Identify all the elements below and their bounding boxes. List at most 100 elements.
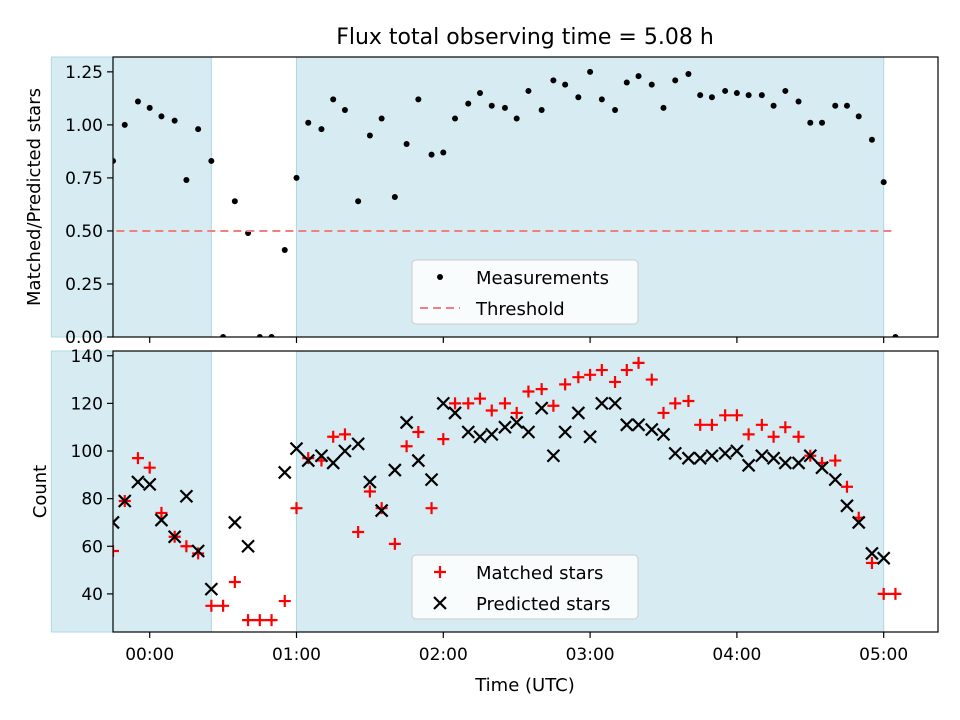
measurement-point [795,98,802,105]
chart-title: Flux total observing time = 5.08 h [336,25,714,50]
shaded-span [50,56,212,338]
matched-star-point [645,373,658,386]
measurement-point [366,132,373,139]
matched-star-point [363,485,376,498]
measurement-point [183,177,190,184]
matched-star-point [829,454,842,467]
predicted-star-point [374,503,389,518]
measurement-point [672,77,679,84]
predicted-star-point [876,551,891,565]
matched-star-point [669,397,682,410]
predicted-star-point [840,499,854,513]
measurement-point [208,157,215,164]
matched-star-point [620,364,633,377]
predicted-star-point [363,475,377,489]
measurement-point [513,115,520,122]
matched-star-point [412,425,425,438]
matched-star-point [290,502,303,515]
measurement-point [722,87,729,94]
predicted-star-point [204,582,219,596]
predicted-star-point [571,406,586,420]
predicted-star-point [498,420,512,434]
x-axis-label: Time (UTC) [474,675,575,696]
matched-star-point [338,428,351,441]
legend-marker-dot [437,274,443,280]
predicted-star-point [521,425,536,439]
predicted-star-point [546,449,561,463]
predicted-star-point [113,515,120,530]
matched-star-point [473,392,486,405]
predicted-star-point [326,456,340,470]
measurement-point [550,77,557,84]
matched-star-point [205,599,218,612]
measurement-point [758,92,765,99]
matched-star-point [265,614,278,627]
measurement-point [598,96,605,103]
predicted-star-point [509,415,524,430]
predicted-star-point [388,463,402,477]
measurement-point [575,94,582,101]
matched-star-point [498,397,511,410]
predicted-star-point [424,472,439,487]
matched-star-point [877,587,890,600]
measurement-point [538,107,545,114]
measurement-point [195,126,202,133]
legend: Matched stars Predicted stars [411,554,639,620]
legend-label: Matched stars [476,563,603,584]
measurement-point [158,113,165,120]
legend-label: Measurements [476,268,609,289]
predicted-star-point [644,422,659,437]
y-tick-label: 0.25 [65,275,103,295]
matched-star-point [192,547,205,560]
matched-star-point [462,397,475,410]
y-tick-label: 100 [71,442,103,462]
measurement-point [403,140,410,147]
y-tick-label: 0.75 [65,169,103,189]
matched-star-point [889,587,902,600]
shaded-span [50,350,212,633]
measurement-point [501,104,508,111]
measurement-point [708,94,715,101]
matched-star-point [253,614,266,627]
predicted-star-point [461,425,476,439]
predicted-star-point [351,437,365,451]
matched-star-point [840,480,853,493]
matched-star-point [694,418,707,431]
predicted-star-point [620,418,634,432]
measurement-point [268,334,275,337]
plot-area [113,356,902,627]
measurement-point [745,92,752,99]
matched-star-point [559,378,572,391]
predicted-star-point [558,425,572,439]
measurement-point [341,107,348,114]
measurement-point [428,151,435,158]
predicted-star-point [766,451,781,465]
measurement-point [623,79,630,86]
matched-star-point [437,433,450,446]
matched-star-point [131,452,144,465]
predicted-star-point [815,460,829,475]
y-tick-label: 80 [81,490,103,510]
predicted-star-point [167,529,182,544]
legend-marker-x [433,596,447,610]
matched-star-point [719,409,732,422]
predicted-star-point [228,515,242,530]
y-tick-label: 40 [81,585,103,605]
matched-star-point [113,545,119,558]
predicted-star-point [191,544,205,558]
matched-star-point [547,399,560,412]
matched-star-point [535,383,548,396]
matched-star-point [522,385,535,398]
measurement-point [134,98,141,105]
predicted-star-point [338,444,352,458]
matched-star-point [767,430,780,443]
measurement-point [660,104,667,111]
measurement-point [378,115,385,122]
matched-star-point [865,556,878,569]
x-tick-label: 05:00 [859,645,908,665]
matched-star-point [400,440,413,453]
measurement-point [231,198,238,205]
predicted-star-point [693,451,707,465]
matched-star-point [388,537,401,550]
x-tick-label: 00:00 [125,645,174,665]
